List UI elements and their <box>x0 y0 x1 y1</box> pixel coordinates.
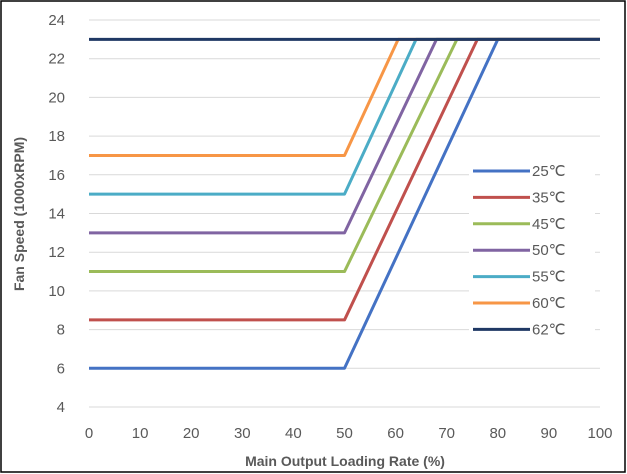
y-tick-label: 22 <box>48 51 65 68</box>
legend-label: 60℃ <box>532 295 566 312</box>
x-tick-label: 50 <box>336 425 353 442</box>
legend-label: 45℃ <box>532 216 566 233</box>
y-axis-title: Fan Speed (1000xRPM) <box>11 137 27 291</box>
y-tick-label: 14 <box>48 206 65 223</box>
x-tick-label: 40 <box>285 425 302 442</box>
legend-label: 35℃ <box>532 189 566 206</box>
x-tick-label: 70 <box>438 425 455 442</box>
y-tick-label: 24 <box>48 12 65 29</box>
x-tick-label: 90 <box>541 425 558 442</box>
legend: 25℃ 35℃ 45℃ 50℃ 55℃ 60℃ 62℃ <box>469 157 595 346</box>
y-tick-label: 6 <box>57 360 65 377</box>
axes: 4 6 8 10 12 14 16 18 20 22 24 0 10 20 30 40 50 60 70 80 90 10… <box>48 12 612 442</box>
x-tick-label: 20 <box>183 425 200 442</box>
y-tick-label: 10 <box>48 283 65 300</box>
x-tick-label: 80 <box>489 425 506 442</box>
y-tick-label: 4 <box>57 399 65 416</box>
y-tick-label: 20 <box>48 89 65 106</box>
legend-label: 50℃ <box>532 242 566 259</box>
y-tick-label: 18 <box>48 128 65 145</box>
series-lines <box>89 37 600 370</box>
y-tick-label: 8 <box>57 322 65 339</box>
x-axis-title: Main Output Loading Rate (%) <box>245 453 445 469</box>
x-tick-label: 60 <box>387 425 404 442</box>
x-tick-label: 30 <box>234 425 251 442</box>
y-tick-label: 16 <box>48 167 65 184</box>
x-tick-label: 0 <box>85 425 93 442</box>
y-tick-label: 12 <box>48 244 65 261</box>
legend-label: 25℃ <box>532 163 566 180</box>
x-tick-label: 10 <box>132 425 149 442</box>
legend-label: 62℃ <box>532 321 566 338</box>
x-tick-label: 100 <box>587 425 612 442</box>
legend-label: 55℃ <box>532 269 566 286</box>
